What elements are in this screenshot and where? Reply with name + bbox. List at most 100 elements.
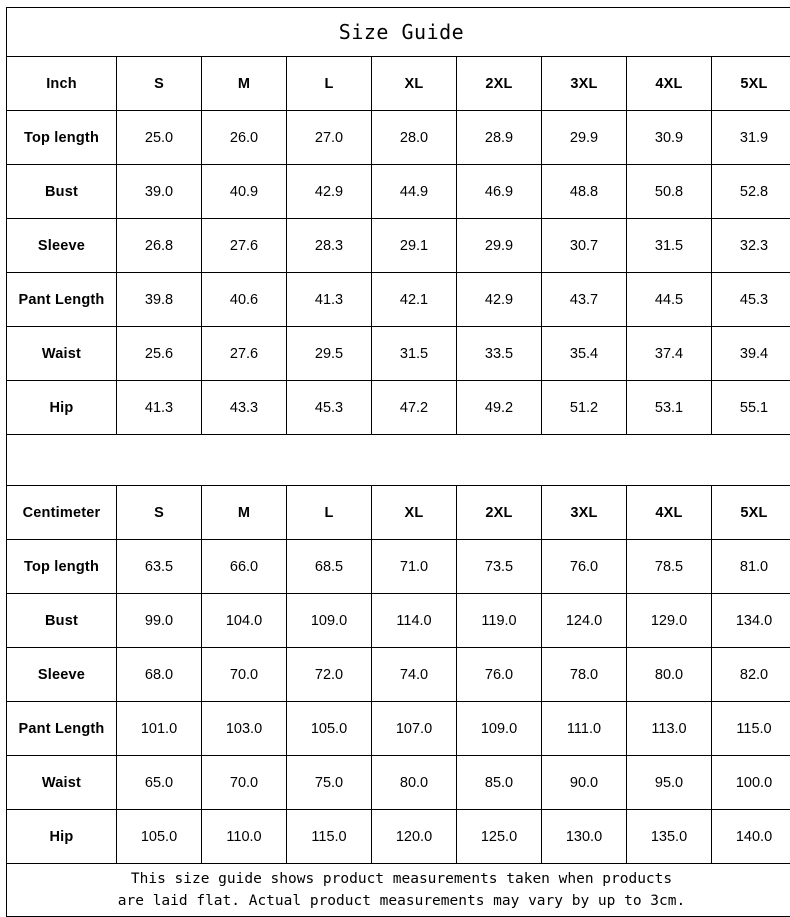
measurement-value: 49.2	[457, 381, 542, 435]
measurement-value: 107.0	[372, 702, 457, 756]
measurement-value: 105.0	[117, 810, 202, 864]
measurement-value: 70.0	[202, 756, 287, 810]
measurement-value: 50.8	[627, 165, 712, 219]
size-column-header: 3XL	[542, 57, 627, 111]
measurement-value: 33.5	[457, 327, 542, 381]
measurement-value: 129.0	[627, 594, 712, 648]
measurement-label: Pant Length	[7, 702, 117, 756]
measurement-value: 40.6	[202, 273, 287, 327]
measurement-value: 29.9	[457, 219, 542, 273]
measurement-value: 63.5	[117, 540, 202, 594]
measurement-value: 43.7	[542, 273, 627, 327]
measurement-value: 55.1	[712, 381, 790, 435]
measurement-label: Sleeve	[7, 648, 117, 702]
measurement-value: 115.0	[712, 702, 790, 756]
measurement-value: 42.9	[457, 273, 542, 327]
measurement-value: 45.3	[287, 381, 372, 435]
measurement-value: 29.1	[372, 219, 457, 273]
measurement-value: 48.8	[542, 165, 627, 219]
measurement-value: 51.2	[542, 381, 627, 435]
measurement-value: 46.9	[457, 165, 542, 219]
measurement-value: 119.0	[457, 594, 542, 648]
measurement-value: 74.0	[372, 648, 457, 702]
size-column-header: S	[117, 486, 202, 540]
measurement-label: Bust	[7, 165, 117, 219]
measurement-value: 95.0	[627, 756, 712, 810]
measurement-value: 125.0	[457, 810, 542, 864]
measurement-value: 25.6	[117, 327, 202, 381]
measurement-value: 30.9	[627, 111, 712, 165]
title-row: Size Guide	[7, 8, 790, 57]
measurement-value: 104.0	[202, 594, 287, 648]
measurement-label: Top length	[7, 111, 117, 165]
measurement-value: 80.0	[372, 756, 457, 810]
measurement-value: 41.3	[117, 381, 202, 435]
measurement-value: 42.1	[372, 273, 457, 327]
size-column-header: 5XL	[712, 57, 790, 111]
measurement-value: 134.0	[712, 594, 790, 648]
measurement-label: Pant Length	[7, 273, 117, 327]
measurement-value: 27.0	[287, 111, 372, 165]
size-column-header: L	[287, 57, 372, 111]
measurement-value: 66.0	[202, 540, 287, 594]
note-line-2: are laid flat. Actual product measuremen…	[7, 890, 790, 912]
measurement-value: 52.8	[712, 165, 790, 219]
measurement-value: 70.0	[202, 648, 287, 702]
measurement-value: 31.5	[627, 219, 712, 273]
measurement-value: 101.0	[117, 702, 202, 756]
measurement-value: 99.0	[117, 594, 202, 648]
unit-header: Inch	[7, 57, 117, 111]
measurement-value: 124.0	[542, 594, 627, 648]
measurement-value: 45.3	[712, 273, 790, 327]
measurement-value: 27.6	[202, 219, 287, 273]
measurement-value: 40.9	[202, 165, 287, 219]
size-column-header: 3XL	[542, 486, 627, 540]
table-spacer-row	[7, 435, 790, 486]
measurement-value: 28.0	[372, 111, 457, 165]
measurement-value: 76.0	[542, 540, 627, 594]
size-column-header: 4XL	[627, 57, 712, 111]
measurement-value: 109.0	[287, 594, 372, 648]
measurement-value: 78.5	[627, 540, 712, 594]
measurement-value: 29.5	[287, 327, 372, 381]
measurement-value: 53.1	[627, 381, 712, 435]
size-column-header: M	[202, 57, 287, 111]
measurement-label: Bust	[7, 594, 117, 648]
measurement-value: 39.0	[117, 165, 202, 219]
measurement-value: 78.0	[542, 648, 627, 702]
measurement-value: 113.0	[627, 702, 712, 756]
measurement-value: 100.0	[712, 756, 790, 810]
measurement-value: 44.5	[627, 273, 712, 327]
measurement-label: Top length	[7, 540, 117, 594]
measurement-value: 109.0	[457, 702, 542, 756]
table-spacer-cell	[7, 435, 790, 486]
note-line-1: This size guide shows product measuremen…	[7, 868, 790, 890]
measurement-value: 30.7	[542, 219, 627, 273]
measurement-value: 120.0	[372, 810, 457, 864]
measurement-value: 26.8	[117, 219, 202, 273]
measurement-value: 35.4	[542, 327, 627, 381]
measurement-value: 42.9	[287, 165, 372, 219]
size-column-header: M	[202, 486, 287, 540]
size-guide-note: This size guide shows product measuremen…	[7, 864, 790, 917]
measurement-value: 76.0	[457, 648, 542, 702]
measurement-value: 103.0	[202, 702, 287, 756]
size-column-header: XL	[372, 57, 457, 111]
measurement-value: 39.8	[117, 273, 202, 327]
measurement-value: 27.6	[202, 327, 287, 381]
measurement-value: 75.0	[287, 756, 372, 810]
size-column-header: XL	[372, 486, 457, 540]
measurement-value: 37.4	[627, 327, 712, 381]
measurement-label: Waist	[7, 327, 117, 381]
